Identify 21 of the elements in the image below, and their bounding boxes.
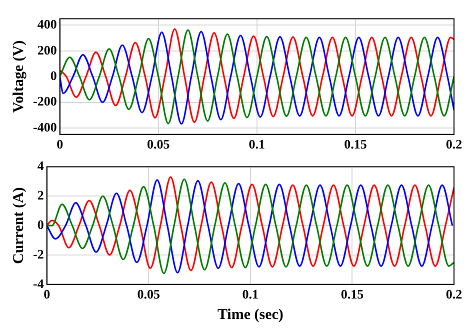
y-axis-title: Voltage (V) [10, 40, 27, 113]
y-tick-label: -400 [32, 119, 57, 134]
y-tick-label: 2 [37, 188, 44, 203]
x-tick-label: 0.2 [446, 136, 462, 152]
x-tick-label: 0.1 [242, 286, 259, 302]
x-tick-label: 0.1 [248, 136, 266, 152]
x-tick-label: 0.05 [146, 136, 170, 152]
y-tick-label: -200 [32, 94, 57, 109]
x-tick-label: 0.15 [344, 136, 368, 152]
y-tick-label: 4 [37, 158, 44, 174]
x-tick-label: 0.15 [340, 286, 364, 302]
y-tick-label: 200 [37, 42, 57, 58]
y-tick-label: -4 [32, 276, 44, 291]
x-tick-label: 0.2 [446, 286, 462, 302]
y-axis-title: Current (A) [10, 187, 27, 264]
x-axis-title: Time (sec) [217, 306, 284, 323]
y-tick-label: -2 [32, 246, 44, 262]
y-tick-label: 0 [50, 68, 57, 83]
x-tick-label: 0.05 [137, 286, 160, 302]
y-tick-label: 0 [37, 216, 44, 232]
y-tick-label: 400 [37, 16, 57, 32]
